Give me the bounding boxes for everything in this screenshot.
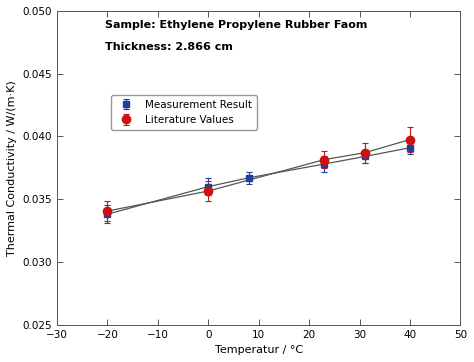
- Legend: Measurement Result, Literature Values: Measurement Result, Literature Values: [110, 94, 257, 130]
- Text: Sample: Ethylene Propylene Rubber Faom: Sample: Ethylene Propylene Rubber Faom: [105, 20, 368, 30]
- X-axis label: Temperatur / °C: Temperatur / °C: [215, 345, 303, 355]
- Y-axis label: Thermal Conductivity / W/(m·K): Thermal Conductivity / W/(m·K): [7, 80, 17, 256]
- Text: Thickness: 2.866 cm: Thickness: 2.866 cm: [105, 42, 233, 52]
